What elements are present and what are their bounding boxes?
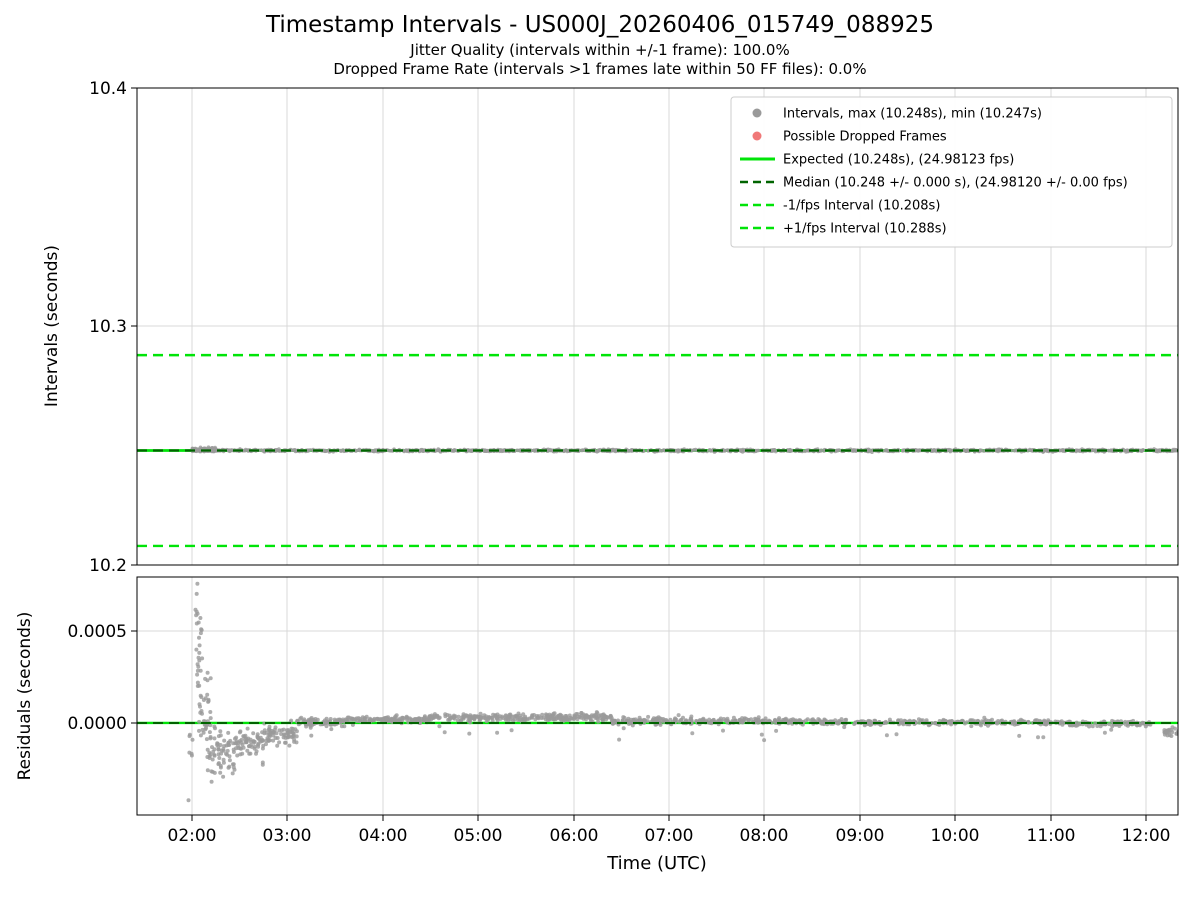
x-tick-label: 05:00 [454,826,503,846]
legend-entry-label: +1/fps Interval (10.288s) [783,222,947,237]
legend-entry-label: Expected (10.248s), (24.98123 fps) [783,153,1014,168]
x-tick-label: 11:00 [1027,826,1076,846]
y-tick-label: 10.3 [89,317,127,337]
y-tick-label: 10.2 [89,556,127,576]
bottom-plot-frame [136,576,1179,816]
chart-title: Timestamp Intervals - US000J_20260406_01… [265,12,934,38]
legend-box [730,96,1173,248]
subtitle-jitter-quality: Jitter Quality (intervals within +/-1 fr… [409,41,789,59]
y-tick-label: 10.4 [89,79,127,99]
y-tick-label: 0.0005 [68,622,127,642]
intervals-reference-lines-layer [137,353,1178,548]
legend-entry-label: -1/fps Interval (10.208s) [783,199,940,214]
legend-entry-label: Intervals, max (10.248s), min (10.247s) [783,107,1042,122]
x-tick-label: 03:00 [263,826,312,846]
x-tick-label: 10:00 [931,826,980,846]
x-tick-label: 07:00 [645,826,694,846]
x-tick-label: 02:00 [168,826,217,846]
legend-entry-label: Median (10.248 +/- 0.000 s), (24.98120 +… [783,176,1128,191]
x-tick-label: 04:00 [359,826,408,846]
legend-marker-intervals-dot [752,108,762,118]
legend: Intervals, max (10.248s), min (10.247s) … [730,96,1173,248]
legend-marker-dropped-frames-dot [752,131,762,141]
y-tick-label: 0.0000 [68,714,127,734]
x-tick-label: 08:00 [740,826,789,846]
axis-tick-marks [131,87,1147,821]
x-axis-label: Time (UTC) [606,853,707,874]
y-axis-label-residuals: Residuals (seconds) [15,612,35,781]
x-tick-label: 06:00 [550,826,599,846]
y-axis-label-intervals: Intervals (seconds) [42,245,62,407]
x-tick-label: 12:00 [1122,826,1171,846]
legend-entry-label: Possible Dropped Frames [783,130,947,145]
x-tick-label: 09:00 [836,826,885,846]
subtitle-dropped-frame-rate: Dropped Frame Rate (intervals >1 frames … [333,60,866,78]
